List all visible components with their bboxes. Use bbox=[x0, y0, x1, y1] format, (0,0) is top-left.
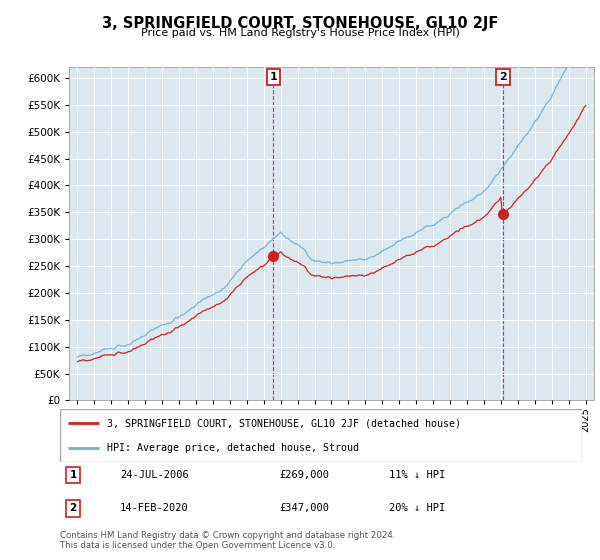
Text: 11% ↓ HPI: 11% ↓ HPI bbox=[389, 470, 445, 480]
Text: 3, SPRINGFIELD COURT, STONEHOUSE, GL10 2JF (detached house): 3, SPRINGFIELD COURT, STONEHOUSE, GL10 2… bbox=[107, 418, 461, 428]
Text: £269,000: £269,000 bbox=[279, 470, 329, 480]
Text: 2: 2 bbox=[70, 503, 77, 514]
Text: HPI: Average price, detached house, Stroud: HPI: Average price, detached house, Stro… bbox=[107, 442, 359, 452]
Text: Price paid vs. HM Land Registry's House Price Index (HPI): Price paid vs. HM Land Registry's House … bbox=[140, 28, 460, 38]
Text: 1: 1 bbox=[269, 72, 277, 82]
Text: Contains HM Land Registry data © Crown copyright and database right 2024.
This d: Contains HM Land Registry data © Crown c… bbox=[60, 531, 395, 550]
Text: £347,000: £347,000 bbox=[279, 503, 329, 514]
Text: 14-FEB-2020: 14-FEB-2020 bbox=[120, 503, 189, 514]
Text: 3, SPRINGFIELD COURT, STONEHOUSE, GL10 2JF: 3, SPRINGFIELD COURT, STONEHOUSE, GL10 2… bbox=[102, 16, 498, 31]
Text: 24-JUL-2006: 24-JUL-2006 bbox=[120, 470, 189, 480]
Text: 1: 1 bbox=[70, 470, 77, 480]
Text: 2: 2 bbox=[499, 72, 507, 82]
Text: 20% ↓ HPI: 20% ↓ HPI bbox=[389, 503, 445, 514]
